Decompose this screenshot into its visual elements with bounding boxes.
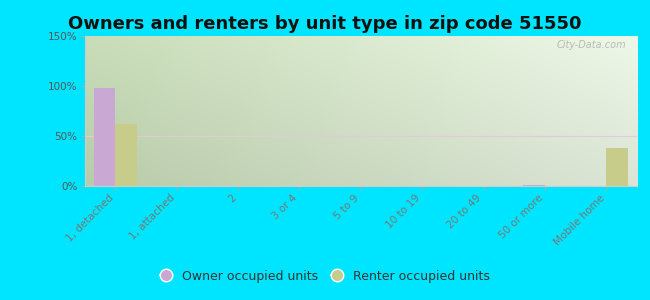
Bar	[115, 124, 136, 186]
Text: Owners and renters by unit type in zip code 51550: Owners and renters by unit type in zip c…	[68, 15, 582, 33]
Bar	[94, 88, 115, 186]
Text: City-Data.com: City-Data.com	[556, 40, 626, 50]
Bar	[606, 148, 628, 186]
Legend: Owner occupied units, Renter occupied units: Owner occupied units, Renter occupied un…	[155, 265, 495, 288]
Bar	[523, 185, 545, 186]
